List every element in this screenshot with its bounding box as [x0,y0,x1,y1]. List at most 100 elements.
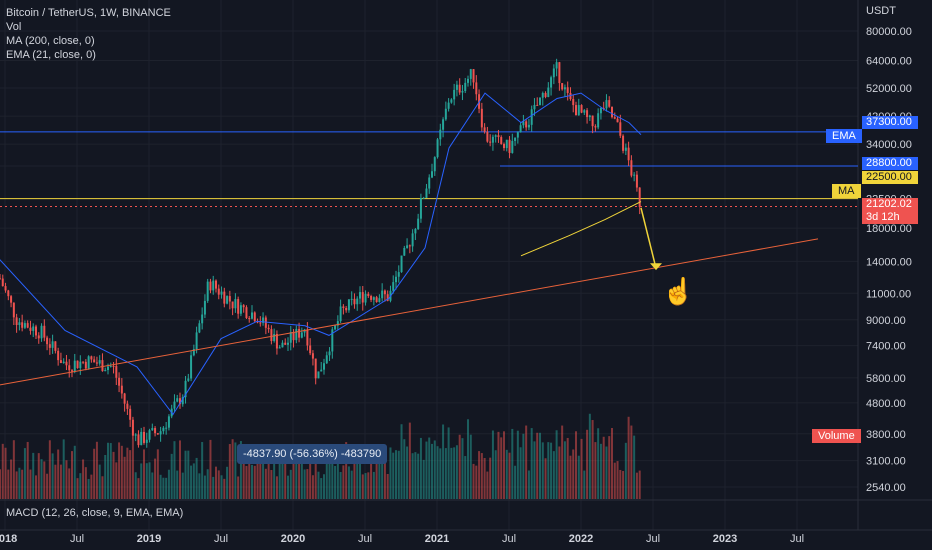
volume-bar [4,447,7,499]
volume-bar [187,450,190,499]
ema-tag[interactable]: EMA [826,129,862,143]
candle-body [143,431,145,443]
volume-bar [10,459,13,499]
volume-bar [505,449,508,499]
candle-body [422,197,425,199]
candle-body [370,295,373,300]
volume-bar [525,425,528,499]
volume-bar [126,447,129,499]
volume-bar [339,471,342,499]
volume-bar [594,442,597,499]
volume-bar [475,465,478,499]
candle-body [558,62,561,84]
volume-bar [425,441,428,499]
volume-bar [638,470,641,499]
candle-body [525,121,528,128]
candle-body [619,122,622,136]
volume-bar [461,438,464,499]
candle-body [48,344,51,348]
volume-legend[interactable]: Vol [6,21,22,33]
y-tick-label: 3100.00 [866,456,906,468]
volume-bar [154,458,157,499]
candle-body [10,296,13,303]
volume-bar [563,441,566,499]
volume-bar [115,462,118,499]
candle-body [40,325,43,339]
volume-bar [605,446,608,499]
volume-bar [162,477,165,499]
candle-body [356,298,359,305]
candle-body [162,427,165,432]
candle-body [383,290,386,295]
y-tick-label: 18000.00 [866,223,912,235]
candle-body [51,341,54,348]
ema-legend[interactable]: EMA (21, close, 0) [6,49,96,61]
candle-body [480,108,483,128]
volume-bar [223,478,226,499]
volume-bar [37,453,40,499]
volume-bar [400,424,403,499]
volume-bar [71,451,73,499]
candle-body [259,322,262,324]
volume-bar [635,472,638,499]
candle-body [372,297,375,300]
candle-body [298,328,301,338]
volume-bar [428,437,431,499]
volume-bar [486,471,489,499]
x-tick-label: Jul [214,533,228,545]
candle-body [323,363,325,370]
candle-body [303,329,306,333]
volume-bar [215,466,217,499]
candle-body [547,87,550,98]
volume-bar [536,432,539,499]
candle-body [605,100,608,109]
volume-bar [217,470,220,499]
symbol-title[interactable]: Bitcoin / TetherUS, 1W, BINANCE [6,7,171,19]
volume-bar [317,471,320,499]
volume-bar [450,447,453,499]
volume-bar [364,473,367,499]
candle-body [594,126,597,128]
volume-bar [212,476,215,499]
x-tick-label: 2019 [137,533,161,545]
candle-body [455,84,458,90]
volume-bar [608,436,611,499]
candle-body [566,87,569,93]
volume-tag[interactable]: Volume [812,429,861,443]
volume-bar [167,469,170,499]
candle-body [536,104,539,106]
chart-grid [0,0,932,531]
time-axis[interactable]: 2018 Jul 2019 Jul 2020 Jul 2021 Jul 2022 Jul 2023 J… [0,533,804,545]
volume-bar [392,452,395,499]
arrow-head [650,263,662,271]
volume-bar [602,436,605,499]
volume-bar [522,433,525,499]
candle-body [635,174,638,188]
volume-bar [109,443,112,499]
ma-legend[interactable]: MA (200, close, 0) [6,35,95,47]
price-axis[interactable]: USDT80000.0064000.0052000.0042000.003400… [866,5,912,494]
ma-line [520,201,642,257]
candle-body [140,431,143,446]
horizontal-lines [0,131,858,208]
volume-bar [497,431,500,499]
candle-body [248,318,251,320]
candle-body [287,342,289,345]
ma-tag[interactable]: MA [832,184,861,198]
volume-bar [336,448,339,499]
candle-body [112,365,115,367]
macd-legend[interactable]: MACD (12, 26, close, 9, EMA, EMA) [6,507,184,519]
volume-bar [591,420,594,499]
candle-body [575,105,577,116]
candle-body [18,322,21,326]
volume-bar [613,462,616,499]
volume-bar [107,442,109,499]
y-tick-label: 14000.00 [866,256,912,268]
candle-body [406,245,409,248]
volume-bar [253,465,256,499]
candle-body [386,294,389,301]
volume-bar [195,457,198,499]
candle-body [613,117,616,119]
indicator-lines [0,92,642,416]
